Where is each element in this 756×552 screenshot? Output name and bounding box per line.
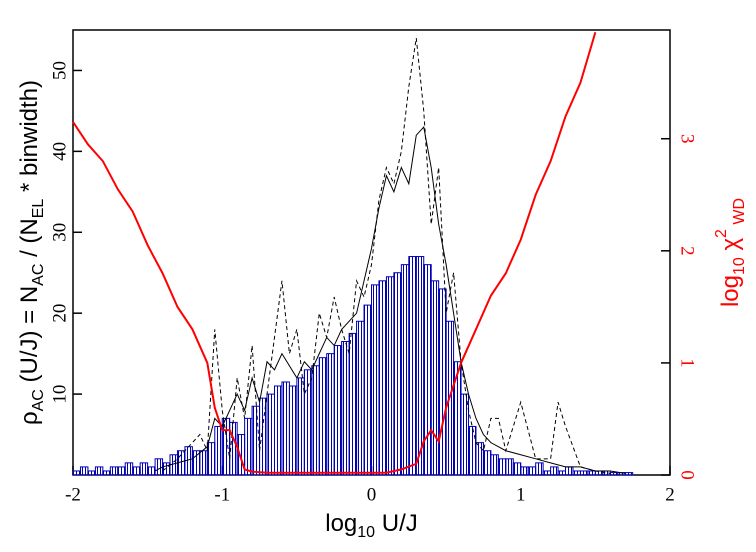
bar (87, 470, 96, 476)
x-axis-label-part: log (325, 510, 357, 537)
y-axis-label-part: AC (30, 389, 47, 411)
bar (572, 470, 581, 476)
y-axis-label-part: ρ (16, 411, 43, 425)
x-tick-label: -2 (65, 484, 81, 505)
bar (378, 280, 387, 476)
y-axis-label-part: * binwidth) (16, 80, 43, 199)
y-tick-label: 30 (49, 223, 70, 242)
bar (468, 425, 477, 476)
bar (527, 466, 537, 476)
bar (565, 466, 574, 476)
y-axis-label-part: AC (30, 264, 47, 286)
bar (550, 466, 559, 476)
bar (430, 280, 440, 476)
bar (490, 454, 499, 476)
y-tick-label: 40 (49, 142, 70, 161)
bar (579, 470, 589, 476)
x-axis-label: log10 U/J (325, 510, 418, 541)
x-axis-label-part: 10 (357, 524, 375, 541)
bar (363, 304, 373, 476)
y2-axis-label: log10 χ2 WD (713, 198, 748, 307)
bar (542, 470, 552, 476)
bar (94, 466, 104, 476)
bar (259, 397, 268, 476)
x-tick-label: 0 (367, 484, 377, 505)
bar (132, 466, 141, 476)
y2-axis-label-part: 2 (713, 229, 730, 238)
y2-axis-label-part: χ (717, 238, 744, 258)
bar (244, 417, 253, 476)
x-tick-label: -1 (214, 484, 230, 505)
y2-tick-label: 3 (677, 134, 698, 144)
series-line (154, 126, 626, 474)
bar (266, 393, 275, 476)
bar (214, 425, 223, 476)
bar (371, 284, 380, 476)
y2-tick-label: 2 (677, 246, 698, 256)
bar (520, 466, 529, 476)
bar (273, 385, 283, 476)
bar (333, 345, 343, 476)
bar (505, 458, 514, 476)
bar (587, 470, 596, 476)
bar (199, 450, 208, 476)
y-axis-label-part: / (N (16, 218, 43, 263)
y2-axis-label-part: WD (731, 198, 748, 229)
bar (318, 357, 328, 476)
bar (438, 288, 447, 476)
bar (109, 466, 119, 476)
bar (124, 462, 134, 476)
bar (72, 470, 81, 476)
bar (348, 332, 358, 476)
bar (341, 341, 350, 476)
bar (139, 462, 149, 476)
bar (512, 462, 522, 476)
series-line (72, 31, 597, 474)
bar (154, 458, 164, 476)
series-line (162, 38, 611, 474)
bar (206, 442, 216, 476)
bar (624, 472, 634, 476)
bar (393, 272, 402, 476)
bar (311, 365, 320, 476)
bar (408, 256, 417, 476)
bar (79, 466, 89, 476)
bar (288, 385, 298, 476)
bar (453, 361, 462, 476)
x-tick-label: 2 (665, 484, 675, 505)
bar (497, 458, 507, 476)
y2-axis-label-part: log (717, 275, 744, 307)
bar (191, 450, 201, 476)
bar (475, 442, 484, 476)
bar (460, 393, 470, 476)
bar (221, 417, 231, 476)
y-tick-label: 20 (49, 304, 70, 323)
bar (296, 377, 305, 476)
bar (102, 470, 111, 476)
y-axis-label-part: (U/J) = N (16, 286, 43, 389)
bar (326, 353, 335, 476)
bar (281, 381, 290, 476)
bar (356, 320, 365, 476)
y2-tick-label: 0 (677, 470, 698, 480)
bar (535, 462, 544, 476)
y2-axis-label-part: 10 (731, 257, 748, 275)
y-tick-label: 50 (49, 61, 70, 80)
y-axis-label: ρAC (U/J) = NAC / (NEL * binwidth) (16, 80, 47, 425)
bar (557, 470, 567, 476)
bar (385, 276, 395, 476)
bar (400, 264, 410, 476)
y-tick-label: 10 (49, 385, 70, 404)
bar (147, 466, 156, 476)
x-tick-label: 1 (516, 484, 526, 505)
bar (117, 466, 126, 476)
y2-tick-label: 1 (677, 358, 698, 368)
y-axis-label-part: EL (30, 199, 47, 219)
bar (423, 264, 432, 476)
bar (609, 472, 619, 476)
bar (482, 450, 492, 476)
x-axis-label-part: U/J (375, 510, 418, 537)
